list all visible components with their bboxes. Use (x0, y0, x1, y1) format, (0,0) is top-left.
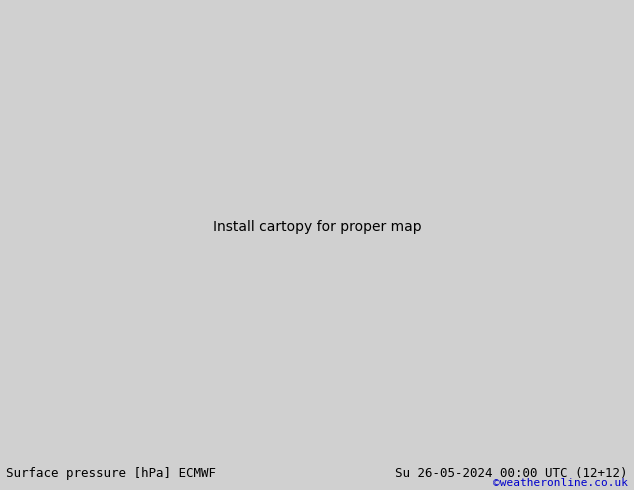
Text: Su 26-05-2024 00:00 UTC (12+12): Su 26-05-2024 00:00 UTC (12+12) (395, 467, 628, 480)
Text: ©weatheronline.co.uk: ©weatheronline.co.uk (493, 478, 628, 488)
Text: Surface pressure [hPa] ECMWF: Surface pressure [hPa] ECMWF (6, 467, 216, 480)
Text: Install cartopy for proper map: Install cartopy for proper map (212, 220, 422, 234)
